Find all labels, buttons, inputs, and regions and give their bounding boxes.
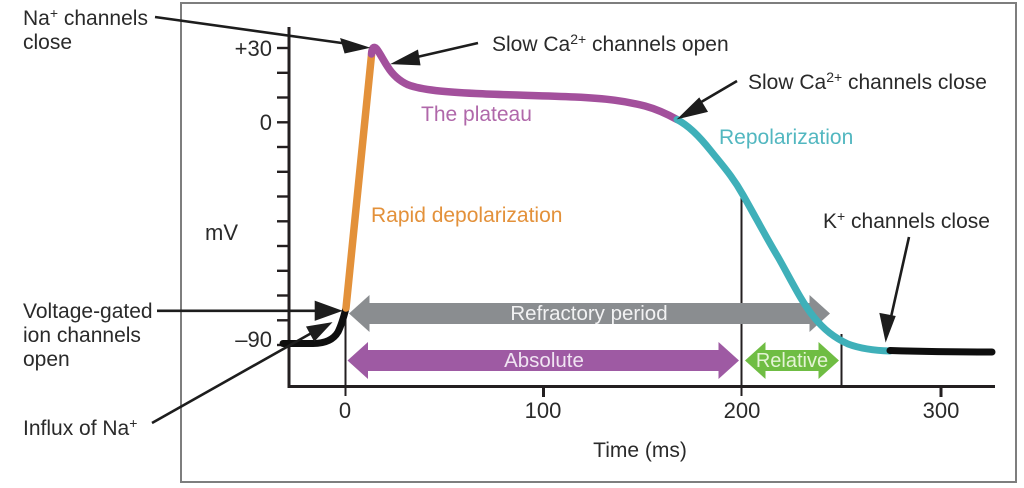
svg-text:Repolarization: Repolarization <box>719 126 853 149</box>
svg-text:100: 100 <box>525 398 562 423</box>
svg-text:ion channels: ion channels <box>23 324 141 347</box>
svg-text:0: 0 <box>339 398 351 423</box>
svg-text:Slow Ca2+ channels close: Slow Ca2+ channels close <box>748 69 987 94</box>
svg-text:open: open <box>23 348 70 371</box>
svg-text:The plateau: The plateau <box>421 103 532 126</box>
svg-text:Slow Ca2+ channels open: Slow Ca2+ channels open <box>492 31 729 56</box>
svg-text:Influx of Na+: Influx of Na+ <box>23 415 137 440</box>
svg-text:+30: +30 <box>235 36 272 61</box>
svg-text:Rapid depolarization: Rapid depolarization <box>371 204 562 227</box>
svg-text:Na+ channels: Na+ channels <box>23 5 148 30</box>
svg-text:Relative: Relative <box>756 350 828 372</box>
svg-text:Refractory period: Refractory period <box>510 302 667 325</box>
svg-text:Time (ms): Time (ms) <box>593 439 687 462</box>
svg-text:0: 0 <box>260 110 272 135</box>
svg-text:Voltage-gated: Voltage-gated <box>23 300 153 323</box>
svg-text:close: close <box>23 31 72 54</box>
svg-text:–90: –90 <box>235 327 272 352</box>
svg-text:300: 300 <box>923 398 960 423</box>
svg-text:K+ channels close: K+ channels close <box>823 208 990 233</box>
svg-text:200: 200 <box>724 398 761 423</box>
svg-text:Absolute: Absolute <box>504 349 584 372</box>
svg-text:mV: mV <box>205 220 238 245</box>
